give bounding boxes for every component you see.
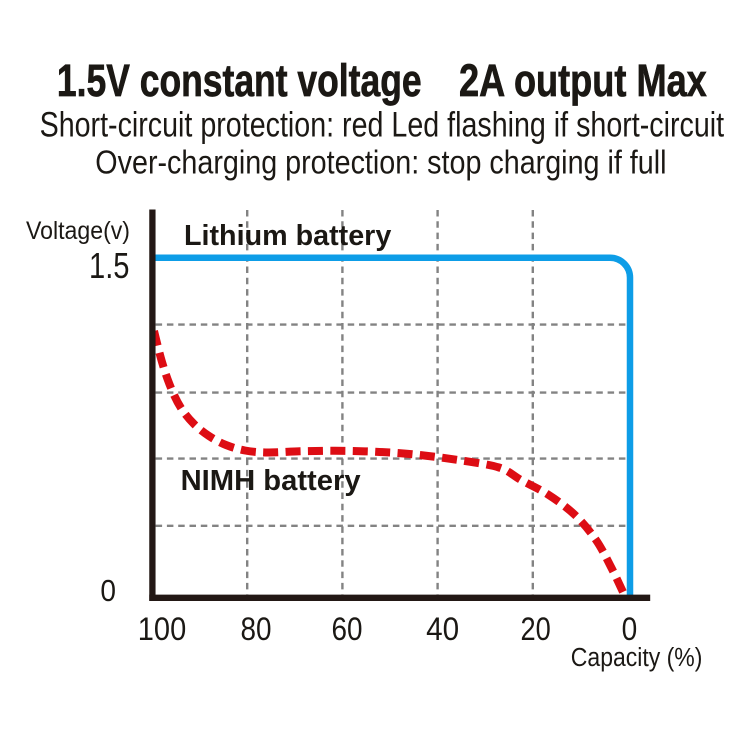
svg-text:0: 0 — [100, 574, 116, 608]
svg-text:40: 40 — [426, 611, 459, 647]
svg-text:1.5V constant voltage: 1.5V constant voltage — [57, 55, 422, 106]
svg-text:60: 60 — [332, 611, 363, 647]
svg-text:Voltage(v): Voltage(v) — [26, 217, 130, 245]
svg-text:Short-circuit protection: red: Short-circuit protection: red Led flashi… — [40, 105, 725, 144]
svg-text:0: 0 — [622, 611, 638, 647]
svg-text:20: 20 — [520, 611, 550, 647]
svg-text:NIMH battery: NIMH battery — [181, 465, 361, 497]
svg-text:2A output Max: 2A output Max — [459, 55, 707, 106]
svg-text:100: 100 — [138, 611, 186, 647]
svg-text:80: 80 — [241, 611, 272, 647]
svg-text:Capacity (%): Capacity (%) — [571, 644, 703, 672]
svg-text:Over-charging protection: stop: Over-charging protection: stop charging … — [95, 145, 666, 182]
svg-text:Lithium battery: Lithium battery — [184, 220, 391, 252]
svg-text:1.5: 1.5 — [89, 245, 130, 286]
